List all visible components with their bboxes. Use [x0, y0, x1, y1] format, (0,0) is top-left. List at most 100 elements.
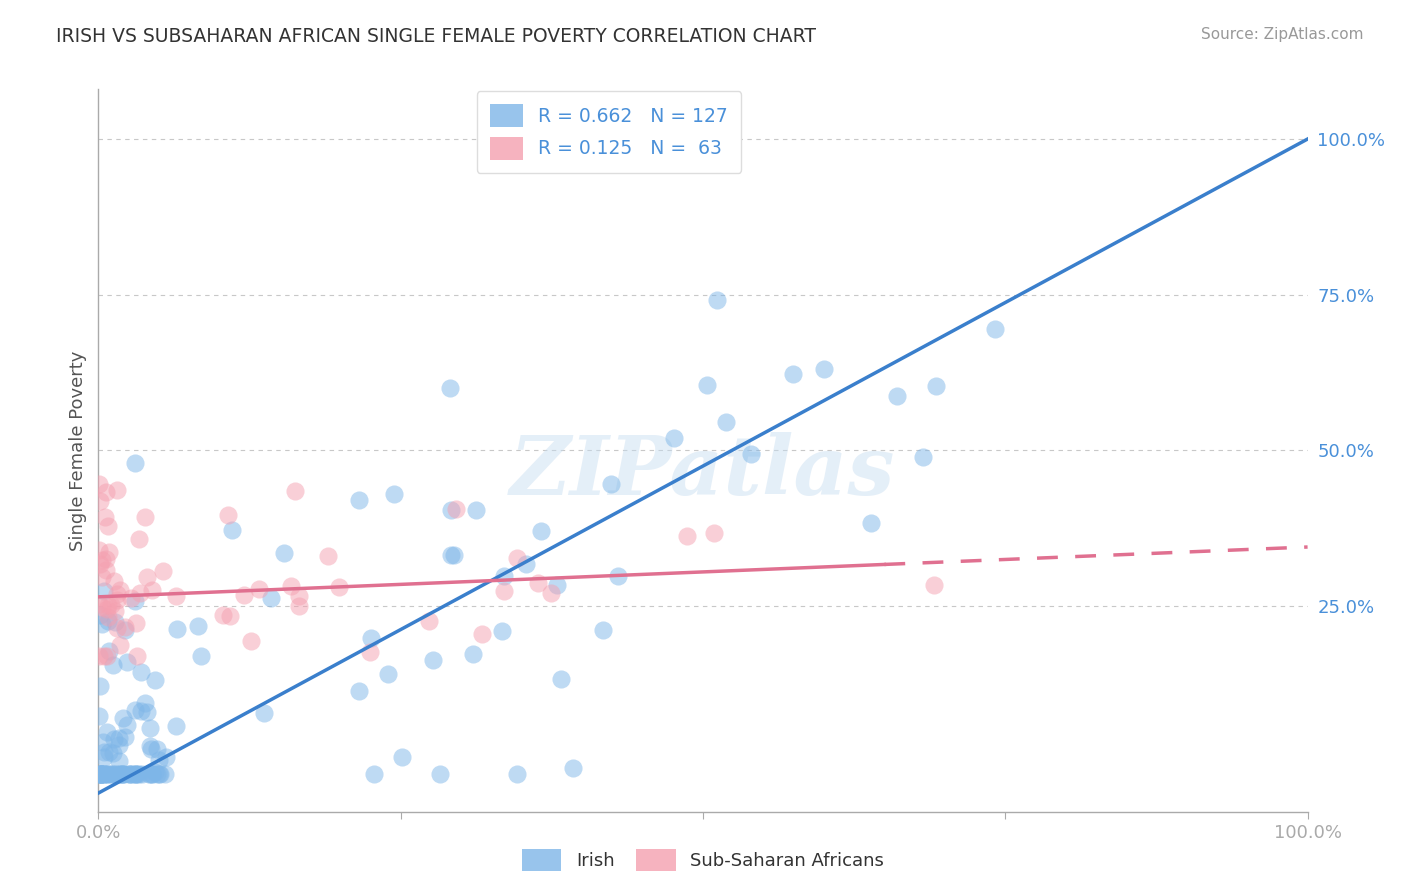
- Point: [87, 542, 110, 557]
- Point: [136, 569, 159, 583]
- Y-axis label: Single Female Poverty: Single Female Poverty: [69, 351, 87, 550]
- Point: [886, 389, 908, 403]
- Point: [112, 711, 135, 725]
- Point: [87, 709, 110, 723]
- Point: [153, 767, 176, 781]
- Point: [141, 767, 163, 781]
- Point: [527, 576, 550, 591]
- Point: [506, 550, 529, 565]
- Point: [91, 600, 114, 615]
- Point: [96, 601, 118, 615]
- Legend: Irish, Sub-Saharan Africans: Irish, Sub-Saharan Africans: [515, 842, 891, 879]
- Point: [141, 583, 163, 598]
- Point: [134, 696, 156, 710]
- Point: [662, 431, 685, 445]
- Point: [471, 626, 494, 640]
- Point: [89, 493, 111, 508]
- Point: [212, 608, 235, 623]
- Point: [439, 549, 461, 563]
- Point: [124, 767, 146, 781]
- Point: [134, 509, 156, 524]
- Point: [96, 648, 118, 663]
- Point: [103, 657, 125, 672]
- Point: [108, 767, 131, 781]
- Point: [922, 578, 945, 592]
- Point: [90, 767, 112, 781]
- Point: [115, 655, 138, 669]
- Point: [103, 731, 125, 746]
- Point: [360, 631, 382, 645]
- Point: [284, 484, 307, 499]
- Point: [96, 724, 118, 739]
- Point: [87, 597, 110, 611]
- Point: [706, 293, 728, 307]
- Point: [141, 767, 163, 781]
- Point: [782, 367, 804, 381]
- Point: [93, 767, 115, 781]
- Point: [696, 378, 718, 392]
- Point: [104, 604, 127, 618]
- Point: [107, 621, 129, 635]
- Point: [90, 767, 112, 781]
- Point: [93, 767, 115, 781]
- Point: [148, 753, 170, 767]
- Point: [93, 750, 115, 764]
- Text: IRISH VS SUBSAHARAN AFRICAN SINGLE FEMALE POVERTY CORRELATION CHART: IRISH VS SUBSAHARAN AFRICAN SINGLE FEMAL…: [56, 27, 817, 45]
- Point: [96, 767, 118, 781]
- Point: [165, 589, 187, 603]
- Point: [155, 749, 177, 764]
- Point: [592, 623, 614, 637]
- Point: [124, 594, 146, 608]
- Point: [125, 615, 148, 630]
- Point: [89, 767, 111, 781]
- Point: [328, 581, 350, 595]
- Point: [152, 564, 174, 578]
- Point: [97, 614, 120, 628]
- Point: [166, 622, 188, 636]
- Point: [108, 754, 131, 768]
- Point: [561, 761, 583, 775]
- Point: [280, 579, 302, 593]
- Point: [96, 598, 118, 612]
- Point: [118, 767, 141, 781]
- Point: [90, 767, 112, 781]
- Point: [114, 730, 136, 744]
- Point: [138, 767, 160, 781]
- Point: [461, 647, 484, 661]
- Point: [607, 568, 630, 582]
- Point: [129, 704, 152, 718]
- Point: [439, 381, 461, 395]
- Point: [107, 731, 129, 745]
- Point: [90, 767, 112, 781]
- Point: [121, 767, 143, 781]
- Point: [149, 767, 172, 781]
- Point: [90, 767, 112, 781]
- Point: [97, 767, 120, 781]
- Point: [89, 679, 111, 693]
- Point: [105, 483, 128, 497]
- Point: [114, 623, 136, 637]
- Point: [287, 590, 309, 604]
- Point: [349, 492, 371, 507]
- Point: [90, 767, 112, 781]
- Point: [247, 582, 270, 596]
- Point: [103, 746, 125, 760]
- Point: [97, 745, 120, 759]
- Point: [143, 765, 166, 780]
- Point: [103, 767, 125, 781]
- Point: [492, 568, 515, 582]
- Point: [97, 644, 120, 658]
- Point: [676, 529, 699, 543]
- Point: [139, 721, 162, 735]
- Point: [139, 739, 162, 753]
- Point: [101, 767, 124, 781]
- Point: [740, 447, 762, 461]
- Point: [115, 718, 138, 732]
- Point: [550, 672, 572, 686]
- Point: [100, 598, 122, 612]
- Point: [105, 593, 128, 607]
- Point: [105, 587, 128, 601]
- Point: [129, 665, 152, 679]
- Point: [108, 582, 131, 597]
- Point: [94, 484, 117, 499]
